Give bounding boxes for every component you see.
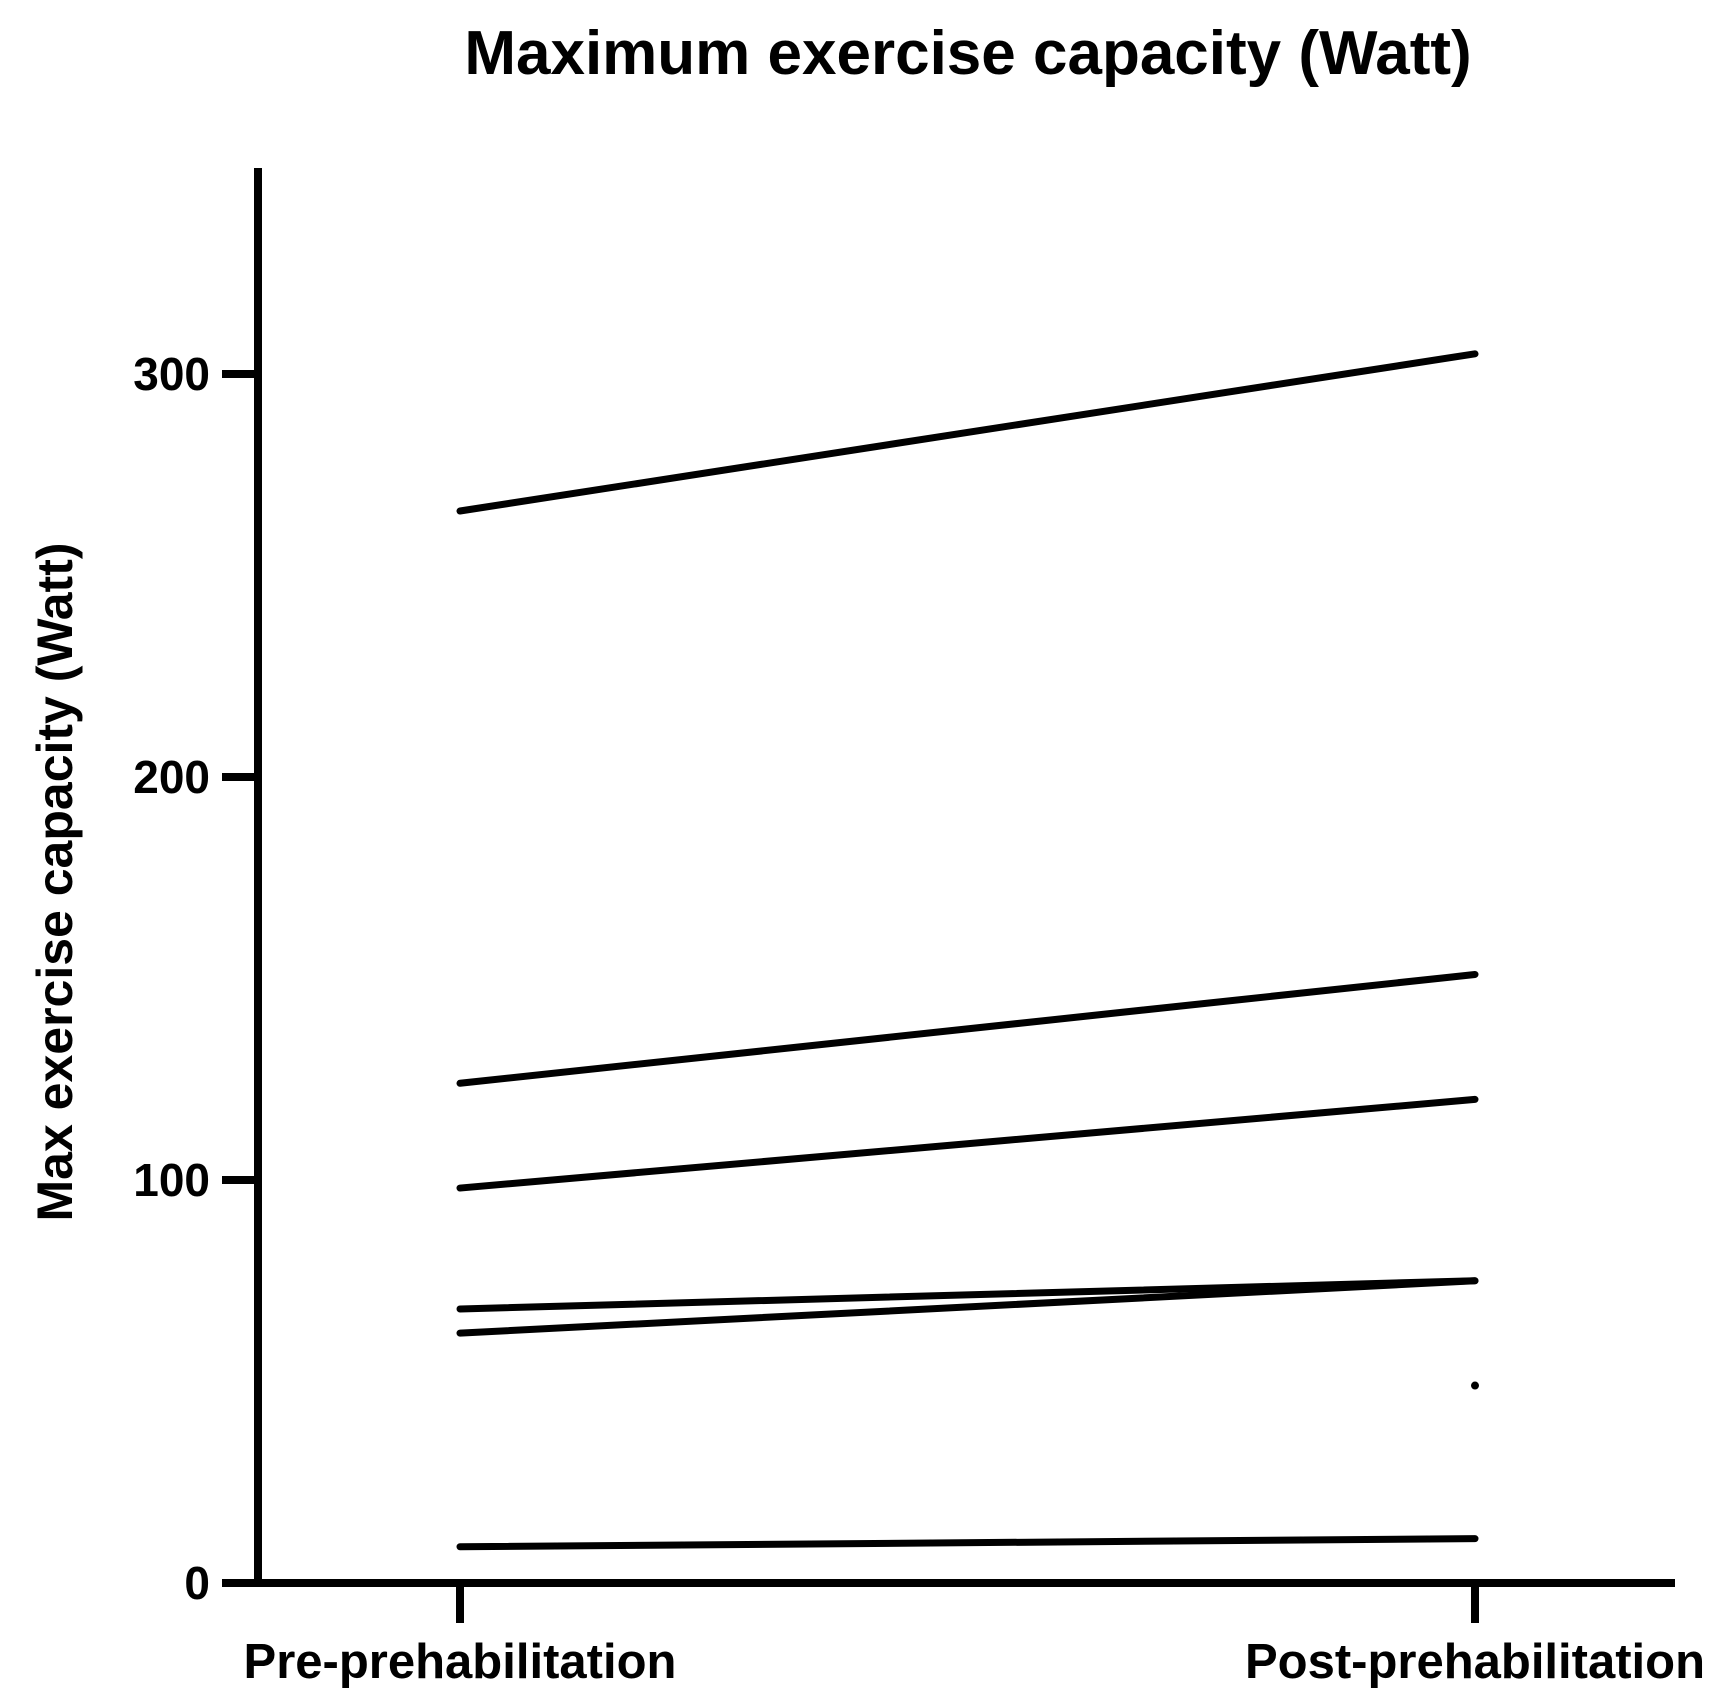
series-line-5	[456, 1277, 1479, 1337]
annotations	[1471, 1381, 1479, 1390]
series-line-3	[456, 1095, 1479, 1192]
series-line-1	[456, 350, 1479, 515]
y-tick-label: 0	[184, 1557, 210, 1609]
series-line-2	[456, 970, 1479, 1087]
x-category-label: Pre-prehabilitation	[244, 1635, 677, 1689]
series-lines	[456, 350, 1479, 1551]
y-tick-label: 300	[133, 348, 210, 400]
series-line-4	[456, 1277, 1479, 1313]
series-line-6	[456, 1535, 1479, 1551]
chart-title: Maximum exercise capacity (Watt)	[464, 19, 1471, 88]
y-tick-label: 100	[133, 1154, 210, 1206]
x-category-label: Post-prehabilitation	[1245, 1635, 1705, 1689]
data-dot-1	[1471, 1381, 1479, 1390]
axes: 0 100 200 300 Pre-prehabilitation Post-prehab…	[133, 168, 1705, 1689]
y-tick-label: 200	[133, 751, 210, 803]
y-axis-label: Max exercise capacity (Watt)	[27, 542, 83, 1221]
